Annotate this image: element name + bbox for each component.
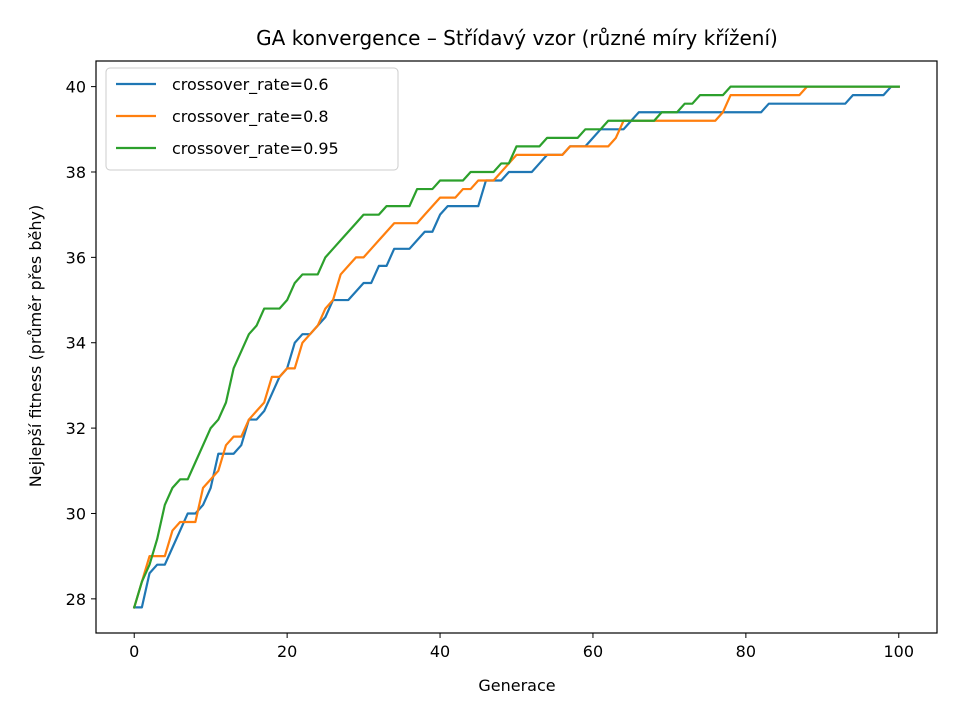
x-tick-label: 0 bbox=[129, 642, 139, 661]
plot-area bbox=[95, 60, 938, 634]
series-line-1 bbox=[133, 85, 900, 609]
legend-label: crossover_rate=0.95 bbox=[172, 139, 339, 159]
y-tick-label: 40 bbox=[66, 78, 86, 97]
y-tick-label: 38 bbox=[66, 163, 86, 182]
x-tick-label: 20 bbox=[277, 642, 297, 661]
legend: crossover_rate=0.6 crossover_rate=0.8cros… bbox=[105, 67, 399, 171]
y-tick-label: 30 bbox=[66, 504, 86, 523]
y-tick-label: 28 bbox=[66, 590, 86, 609]
axes-frame bbox=[95, 60, 938, 634]
x-axis: 0 20 40 60 80 100 bbox=[129, 633, 914, 661]
y-axis-label: Nejlepší fitness (průměr přes běhy) bbox=[26, 205, 45, 487]
legend-label: crossover_rate=0.8 bbox=[172, 107, 329, 127]
x-tick-label: 40 bbox=[430, 642, 450, 661]
chart-title: GA konvergence – Střídavý vzor (různé mí… bbox=[256, 26, 778, 50]
y-tick-label: 36 bbox=[66, 248, 86, 267]
x-axis-label: Generace bbox=[478, 676, 555, 695]
x-tick-label: 100 bbox=[883, 642, 914, 661]
legend-label: crossover_rate=0.6 bbox=[172, 75, 329, 95]
series-line-3 bbox=[132, 85, 900, 609]
y-tick-label: 32 bbox=[66, 419, 86, 438]
x-tick-label: 80 bbox=[736, 642, 756, 661]
legend-box bbox=[105, 67, 399, 171]
y-tick-label: 34 bbox=[66, 334, 86, 353]
x-tick-label: 60 bbox=[583, 642, 603, 661]
y-axis: 28 30 32 34 36 38 40 bbox=[66, 78, 96, 609]
